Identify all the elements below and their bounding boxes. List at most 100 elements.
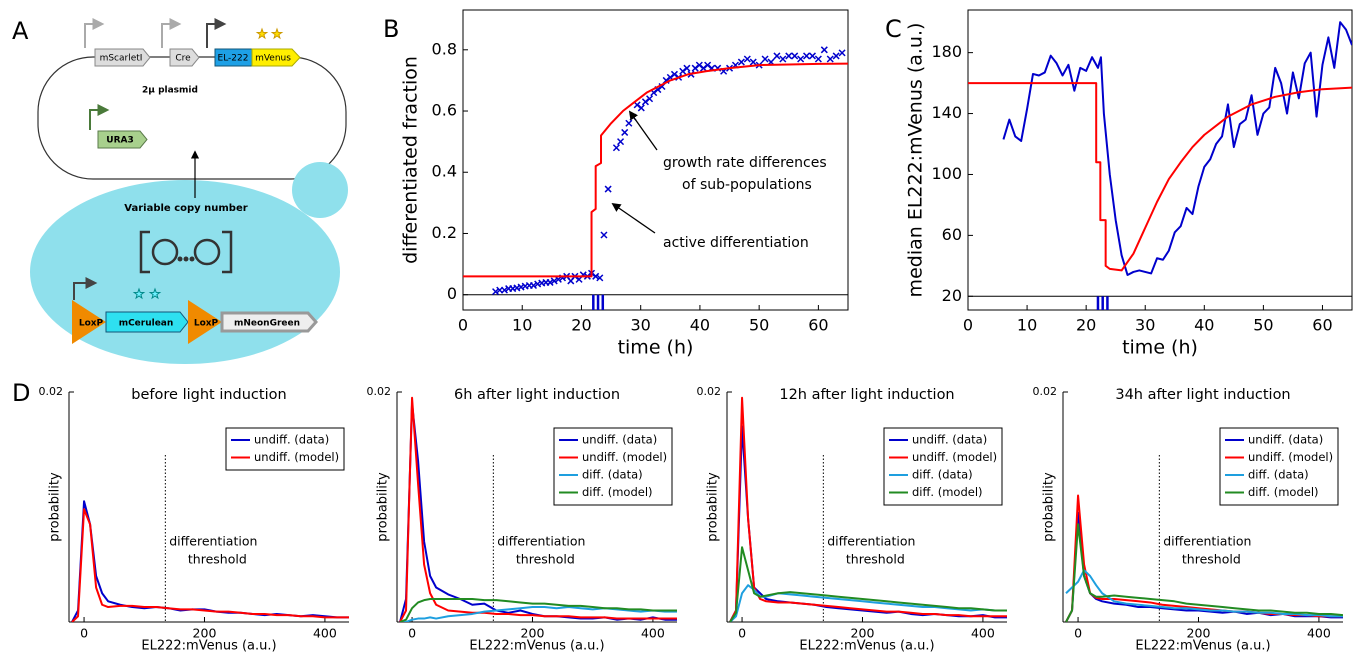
gene-label: mNeonGreen — [234, 319, 300, 329]
promoter — [84, 18, 105, 48]
x-tick-label: 0 — [408, 626, 416, 641]
series-line — [399, 396, 677, 622]
y-tick-label: 100 — [931, 164, 962, 183]
series-line — [1065, 523, 1343, 622]
chart: 0 200 400 0.02 EL222:mVenus (a.u.) probabilit… — [1033, 385, 1343, 653]
gene-label: URA3 — [106, 136, 133, 146]
annotation: active differentiation — [663, 235, 809, 251]
data-point — [617, 138, 625, 146]
gene — [169, 48, 200, 67]
x-tick-label: 0 — [738, 626, 746, 641]
series-line — [968, 82, 1352, 272]
legend-label: undiff. (data) — [1248, 433, 1323, 447]
legend-label: undiff. (model) — [254, 450, 339, 464]
data-point — [808, 52, 816, 60]
y-tick-label: 180 — [931, 42, 962, 61]
x-tick-label: 60 — [808, 316, 828, 335]
legend-label: undiff. (model) — [912, 450, 997, 464]
y-axis-label: median EL222:mVenus (a.u.) — [905, 23, 927, 298]
plot-area — [463, 46, 848, 296]
gene-label: LoxP — [79, 319, 104, 329]
promoter — [161, 18, 182, 48]
y-tick-label: 0.02 — [1033, 385, 1058, 398]
data-point — [633, 101, 641, 109]
y-tick-label: 20 — [942, 286, 962, 305]
gene-label: Cre — [175, 54, 191, 64]
y-tick-label: 0.6 — [432, 101, 457, 120]
x-tick-label: 200 — [851, 626, 875, 641]
promoter — [89, 104, 110, 130]
chart-title: 6h after light induction — [454, 387, 620, 403]
x-tick-label: 50 — [1253, 316, 1273, 335]
data-point — [529, 281, 538, 290]
chart: C 0 10 20 30 40 50 60 20 60 100 140 180 time (h) media… — [885, 9, 1353, 359]
cell-bud — [292, 162, 348, 218]
panel-a: A mScarletI Cre EL-222 mVenus 2μ plasmid… — [12, 17, 348, 364]
data-point — [814, 55, 822, 63]
x-tick-label: 200 — [193, 626, 217, 641]
data-point — [641, 98, 649, 106]
x-axis-label: time (h) — [1122, 337, 1198, 359]
promoter — [73, 277, 98, 300]
loxp — [72, 300, 106, 344]
x-tick-label: 0 — [1074, 626, 1082, 641]
gene — [97, 130, 148, 149]
data-point — [791, 52, 799, 60]
plot-area — [1065, 494, 1343, 622]
x-tick-label: 400 — [971, 626, 995, 641]
data-point — [683, 64, 691, 72]
gene-label: mCerulean — [119, 319, 174, 329]
data-point — [592, 272, 600, 280]
y-tick-label: 60 — [942, 225, 962, 244]
x-tick-label: 200 — [521, 626, 545, 641]
data-point — [826, 55, 834, 63]
plot-area — [399, 396, 677, 622]
data-point — [737, 58, 745, 66]
gene — [105, 311, 189, 333]
data-point — [704, 61, 712, 69]
dot — [183, 256, 189, 262]
plasmid — [37, 56, 347, 180]
x-tick-label: 10 — [512, 316, 532, 335]
series-line — [399, 598, 677, 622]
gene-label: LoxP — [194, 319, 219, 329]
x-tick-label: 40 — [690, 316, 710, 335]
legend-label: diff. (data) — [1248, 468, 1309, 482]
plot-area — [968, 21, 1352, 276]
legend-label: diff. (data) — [582, 468, 643, 482]
x-tick-label: 20 — [1076, 316, 1096, 335]
data-point — [785, 52, 793, 60]
chart-title: before light induction — [131, 387, 286, 403]
y-tick-label: 0.02 — [39, 385, 64, 398]
series-line — [729, 584, 1007, 622]
data-point — [773, 52, 781, 60]
x-axis-label: EL222:mVenus (a.u.) — [1135, 639, 1270, 653]
y-tick-label: 140 — [931, 103, 962, 122]
gene — [220, 311, 319, 333]
gene — [251, 48, 301, 67]
panel-label: C — [885, 15, 902, 43]
x-tick-label: 400 — [1307, 626, 1331, 641]
plasmid-icon — [151, 238, 179, 266]
dot — [177, 256, 183, 262]
promoter — [206, 18, 227, 48]
plot-area — [729, 396, 1007, 622]
gene-label: EL-222 — [218, 54, 249, 64]
data-point — [637, 104, 645, 112]
data-point — [554, 275, 562, 283]
y-axis-label: probability — [706, 472, 721, 542]
dot — [189, 256, 195, 262]
data-point — [596, 274, 604, 282]
y-tick-label: 0.02 — [697, 385, 722, 398]
legend: undiff. (data) undiff. (model) diff. (data… — [883, 427, 1003, 506]
x-axis-label: time (h) — [618, 337, 694, 359]
annotation: growth rate differences — [663, 155, 827, 171]
x-axis-label: EL222:mVenus (a.u.) — [469, 639, 604, 653]
chart: 0 200 400 0.02 EL222:mVenus (a.u.) probabilit… — [367, 385, 677, 653]
x-tick-label: 0 — [963, 316, 973, 335]
plasmid-label: 2μ plasmid — [142, 86, 198, 96]
legend-label: diff. (model) — [912, 485, 983, 499]
data-point — [625, 119, 633, 127]
legend: undiff. (data) undiff. (model) — [225, 427, 345, 471]
